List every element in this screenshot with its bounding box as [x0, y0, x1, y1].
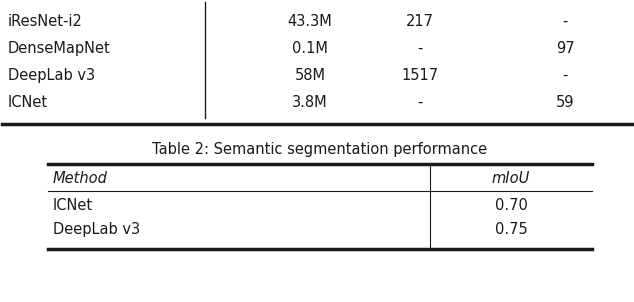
- Text: 0.1M: 0.1M: [292, 41, 328, 56]
- Text: -: -: [562, 68, 567, 83]
- Text: 97: 97: [555, 41, 574, 56]
- Text: iResNet-i2: iResNet-i2: [8, 14, 83, 29]
- Text: 3.8M: 3.8M: [292, 95, 328, 110]
- Text: 217: 217: [406, 14, 434, 29]
- Text: 0.75: 0.75: [495, 222, 527, 237]
- Text: -: -: [562, 14, 567, 29]
- Text: ICNet: ICNet: [8, 95, 48, 110]
- Text: Method: Method: [53, 171, 108, 186]
- Text: 43.3M: 43.3M: [288, 14, 332, 29]
- Text: 0.70: 0.70: [495, 198, 527, 213]
- Text: DeepLab v3: DeepLab v3: [8, 68, 95, 83]
- Text: DenseMapNet: DenseMapNet: [8, 41, 111, 56]
- Text: 59: 59: [556, 95, 574, 110]
- Text: mIoU: mIoU: [492, 171, 530, 186]
- Text: -: -: [417, 95, 423, 110]
- Text: Table 2: Semantic segmentation performance: Table 2: Semantic segmentation performan…: [152, 142, 488, 157]
- Text: 1517: 1517: [401, 68, 439, 83]
- Text: -: -: [417, 41, 423, 56]
- Text: DeepLab v3: DeepLab v3: [53, 222, 140, 237]
- Text: ICNet: ICNet: [53, 198, 93, 213]
- Text: 58M: 58M: [295, 68, 325, 83]
